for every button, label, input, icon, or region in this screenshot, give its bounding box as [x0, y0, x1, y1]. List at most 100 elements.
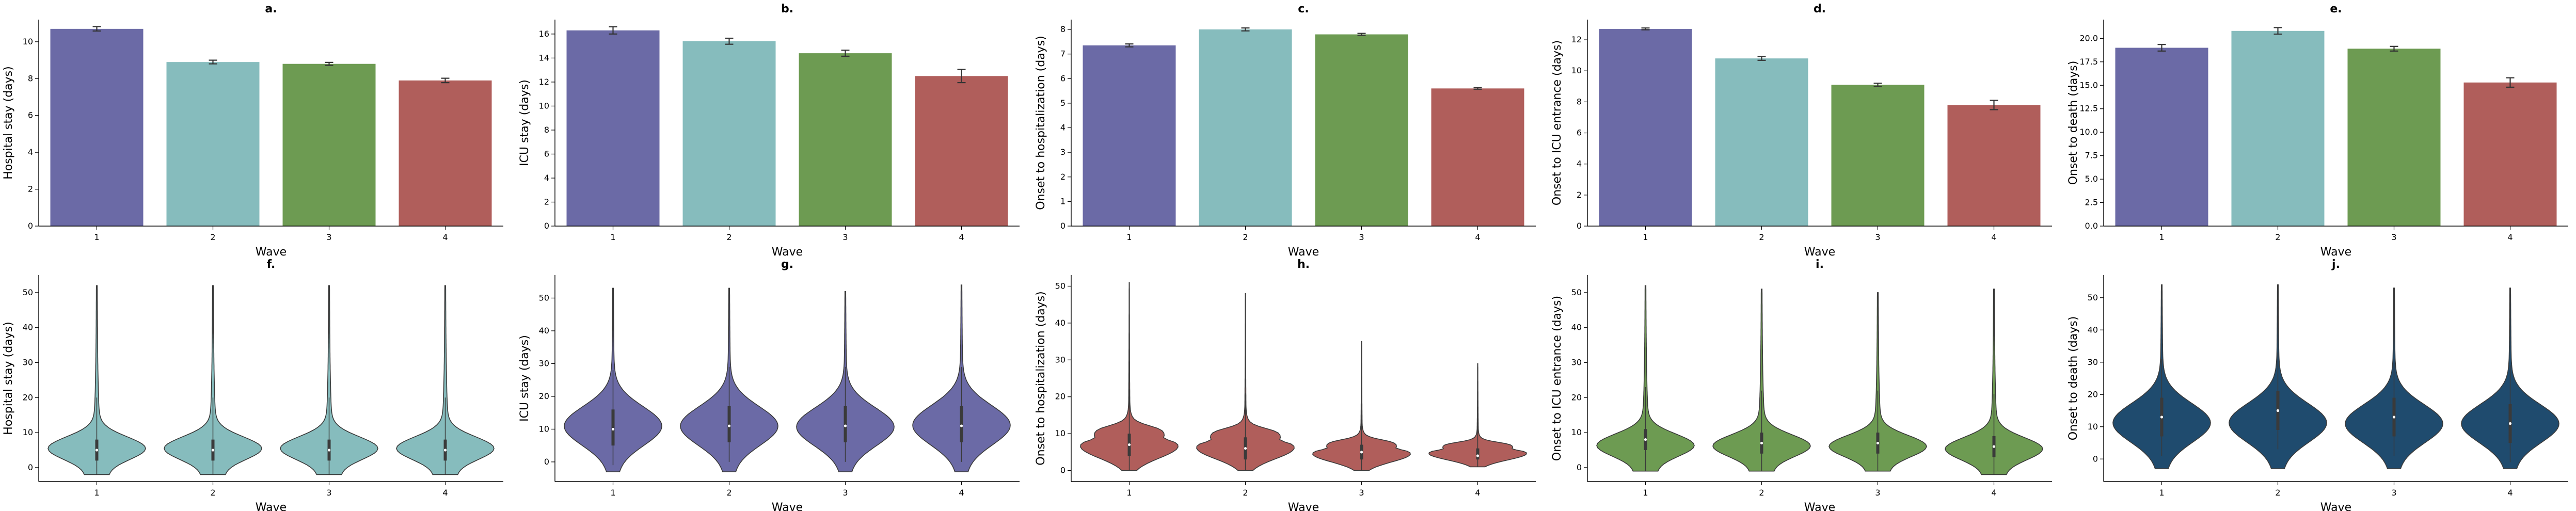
y-tick-label: 20: [2088, 389, 2098, 399]
y-tick-label: 6: [544, 149, 549, 158]
x-tick-label: 2: [1759, 232, 1764, 242]
y-tick-label: 20: [539, 391, 549, 401]
x-axis-label: Wave: [1288, 246, 1319, 259]
y-tick-label: 40: [1571, 323, 1582, 332]
x-tick-label: 1: [610, 488, 615, 498]
y-tick-label: 6: [1577, 128, 1582, 138]
x-tick-label: 4: [959, 232, 964, 242]
y-tick-label: 0: [544, 457, 549, 467]
bar-wave-3: [1831, 85, 1925, 226]
bar-wave-4: [1431, 88, 1524, 227]
bar-wave-3: [799, 53, 892, 227]
y-tick-label: 2: [1060, 172, 1066, 182]
panel-e: e. 0.0 2.5 5.0 7.5 10.0 12.5 15.0 17.5 20.0 1 2 3 4 Wa…: [2067, 3, 2568, 259]
y-tick-label: 20.0: [2079, 33, 2098, 43]
violin-median: [1760, 441, 1763, 445]
y-tick-label: 30: [2088, 357, 2098, 367]
y-tick-label: 4: [28, 147, 33, 157]
y-axis-label: Hospital stay (days): [2, 66, 15, 179]
x-tick-label: 1: [2159, 232, 2164, 242]
x-tick-label: 2: [1243, 232, 1248, 242]
x-tick-label: 1: [2159, 488, 2164, 498]
violin-median: [2508, 422, 2512, 425]
y-tick-label: 40: [2088, 325, 2098, 334]
violin-median: [844, 424, 847, 427]
panel-title: b.: [781, 3, 793, 15]
y-tick-label: 1: [1060, 196, 1066, 206]
y-tick-label: 3: [1060, 147, 1066, 157]
x-tick-label: 3: [1875, 488, 1880, 498]
y-tick-label: 10: [23, 427, 33, 437]
x-axis-label: Wave: [772, 501, 803, 511]
y-tick-label: 10: [23, 37, 33, 46]
y-tick-label: 14: [539, 53, 549, 62]
y-tick-label: 50: [23, 288, 33, 297]
y-tick-label: 7: [1060, 49, 1066, 59]
violin-median: [1876, 441, 1880, 445]
panel-title: g.: [781, 258, 793, 271]
panel-c: c. 0 1 2 3 4 5 6 7 8 1 2 3 4 Wave Onset to hospitalizat…: [1035, 3, 1536, 259]
panel-title: j.: [2331, 258, 2340, 271]
y-axis-label: Hospital stay (days): [2, 322, 15, 435]
violin-wave-3: [1828, 292, 1927, 472]
x-tick-label: 2: [210, 232, 215, 242]
panel-title: c.: [1298, 3, 1309, 15]
x-tick-label: 2: [726, 232, 732, 242]
x-tick-label: 3: [842, 488, 848, 498]
violin-wave-2: [1196, 293, 1295, 471]
y-tick-label: 0.0: [2085, 221, 2098, 231]
y-tick-label: 15.0: [2079, 80, 2098, 90]
violin-median: [1244, 447, 1247, 450]
x-tick-label: 1: [1643, 232, 1648, 242]
y-tick-label: 17.5: [2079, 57, 2098, 67]
y-axis-label: Onset to hospitalization (days): [1035, 36, 1047, 210]
x-tick-label: 3: [1359, 232, 1364, 242]
violin-box: [1476, 448, 1480, 460]
y-tick-label: 4: [1060, 123, 1066, 133]
bar-wave-2: [1715, 58, 1808, 226]
y-tick-label: 50: [2088, 293, 2098, 302]
y-tick-label: 10.0: [2079, 127, 2098, 137]
y-tick-label: 0: [2093, 454, 2098, 464]
y-tick-label: 0: [1060, 466, 1066, 475]
y-axis-label: Onset to hospitalization (days): [1035, 291, 1047, 466]
y-tick-label: 0: [1577, 221, 1582, 231]
y-tick-label: 5: [1060, 98, 1066, 108]
y-tick-label: 20: [1055, 392, 1066, 402]
y-tick-label: 0: [1577, 462, 1582, 472]
x-tick-label: 1: [1643, 488, 1648, 498]
y-tick-label: 4: [544, 173, 549, 183]
x-tick-label: 3: [2391, 232, 2396, 242]
x-tick-label: 4: [959, 488, 964, 498]
violin-wave-3: [280, 285, 378, 475]
y-tick-label: 5.0: [2085, 174, 2098, 184]
panel-title: d.: [1814, 3, 1826, 15]
bar-wave-1: [2115, 47, 2208, 226]
y-tick-label: 0: [28, 221, 33, 231]
panel-title: h.: [1297, 258, 1310, 271]
bar-wave-4: [399, 80, 492, 226]
violin-median: [727, 424, 731, 427]
y-tick-label: 2: [28, 184, 33, 194]
violin-median: [611, 427, 615, 431]
y-tick-label: 50: [1055, 281, 1066, 291]
x-tick-label: 3: [326, 488, 331, 498]
y-axis-label: ICU stay (days): [518, 79, 531, 166]
y-tick-label: 10: [539, 424, 549, 434]
x-tick-label: 1: [610, 232, 615, 242]
y-tick-label: 10: [1571, 66, 1582, 75]
x-tick-label: 4: [2507, 488, 2513, 498]
y-tick-label: 30: [1571, 357, 1582, 367]
x-tick-label: 3: [1359, 488, 1364, 498]
bar-wave-1: [50, 28, 144, 226]
y-tick-label: 4: [1577, 159, 1582, 169]
x-tick-label: 2: [2275, 232, 2280, 242]
violin-median: [2160, 416, 2164, 419]
y-tick-label: 40: [23, 323, 33, 332]
y-tick-label: 12: [1571, 35, 1582, 44]
y-tick-label: 40: [539, 326, 549, 336]
x-tick-label: 3: [1875, 232, 1880, 242]
panel-f: f. 0 10 20 30 40 50 1 2 3 4 Wave Hospital stay (days…: [2, 258, 503, 511]
